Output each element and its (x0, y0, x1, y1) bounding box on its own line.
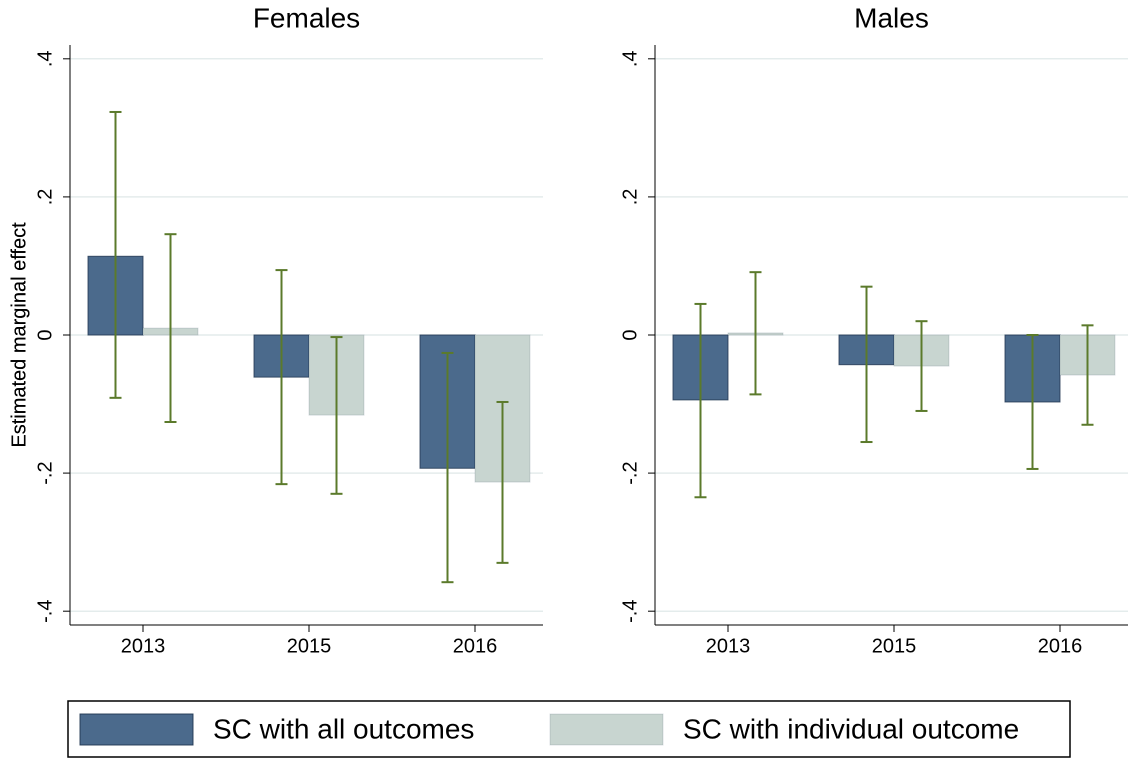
legend-label: SC with all outcomes (213, 713, 474, 744)
y-axis-label: Estimated marginal effect (8, 222, 30, 448)
y-tick-label: -.2 (619, 461, 641, 484)
x-tick-label: 2013 (121, 635, 166, 657)
x-tick-label: 2015 (287, 635, 332, 657)
y-tick-label: .4 (619, 50, 641, 67)
y-tick-label: .2 (619, 189, 641, 206)
y-tick-label: 0 (619, 329, 641, 340)
x-tick-label: 2016 (453, 635, 498, 657)
x-tick-label: 2015 (872, 635, 917, 657)
y-tick-label: -.4 (34, 600, 56, 623)
y-tick-label: .2 (34, 189, 56, 206)
x-tick-label: 2013 (706, 635, 751, 657)
y-tick-label: .4 (34, 50, 56, 67)
legend-swatch (79, 713, 194, 746)
y-tick-label: -.2 (34, 461, 56, 484)
x-tick-label: 2016 (1038, 635, 1083, 657)
panel-title: Females (253, 2, 360, 33)
y-tick-label: -.4 (619, 600, 641, 623)
panel-title: Males (854, 2, 929, 33)
legend-label: SC with individual outcome (683, 713, 1019, 744)
legend-swatch (549, 713, 664, 746)
y-tick-label: 0 (34, 329, 56, 340)
y-axis-label: Estimated marginal effect (8, 222, 30, 448)
